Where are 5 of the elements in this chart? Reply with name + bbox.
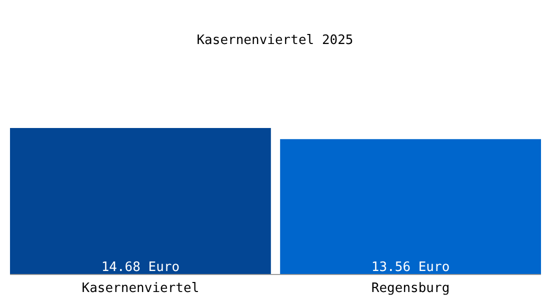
x-tick-label: Kasernenviertel <box>82 281 200 296</box>
chart-title: Kasernenviertel 2025 <box>196 33 354 48</box>
data-label: 13.56 Euro <box>371 260 450 275</box>
x-tick-label: Regensburg <box>371 281 450 296</box>
data-label: 14.68 Euro <box>101 260 180 275</box>
